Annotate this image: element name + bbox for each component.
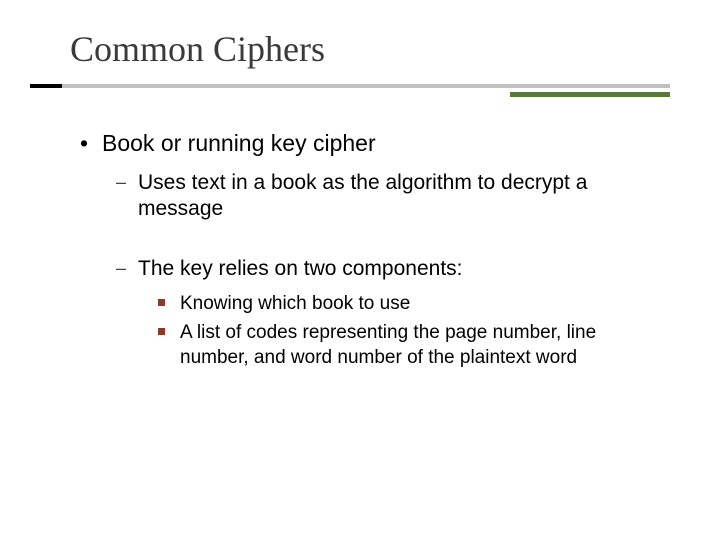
list-item-text: The key relies on two components: — [138, 256, 463, 282]
dash-bullet-icon: – — [116, 170, 138, 223]
dot-bullet-icon: • — [80, 130, 102, 158]
list-item: – Uses text in a book as the algorithm t… — [116, 170, 660, 223]
square-bullet-icon — [158, 321, 180, 370]
list-item: Knowing which book to use — [158, 292, 660, 317]
underline-black-segment — [30, 84, 62, 88]
list-item-text: A list of codes representing the page nu… — [180, 321, 660, 370]
slide-title: Common Ciphers — [70, 28, 325, 70]
list-item-text: Book or running key cipher — [102, 130, 376, 158]
list-item: • Book or running key cipher — [80, 130, 660, 158]
underline-green-segment — [510, 92, 670, 97]
list-item: – The key relies on two components: — [116, 256, 660, 282]
dash-bullet-icon: – — [116, 256, 138, 282]
slide-body: • Book or running key cipher – Uses text… — [80, 130, 660, 374]
title-underline — [30, 84, 670, 98]
square-bullet-icon — [158, 292, 180, 317]
list-item: A list of codes representing the page nu… — [158, 321, 660, 370]
list-item-text: Uses text in a book as the algorithm to … — [138, 170, 660, 223]
list-item-text: Knowing which book to use — [180, 292, 410, 317]
underline-grey-segment — [62, 84, 670, 88]
